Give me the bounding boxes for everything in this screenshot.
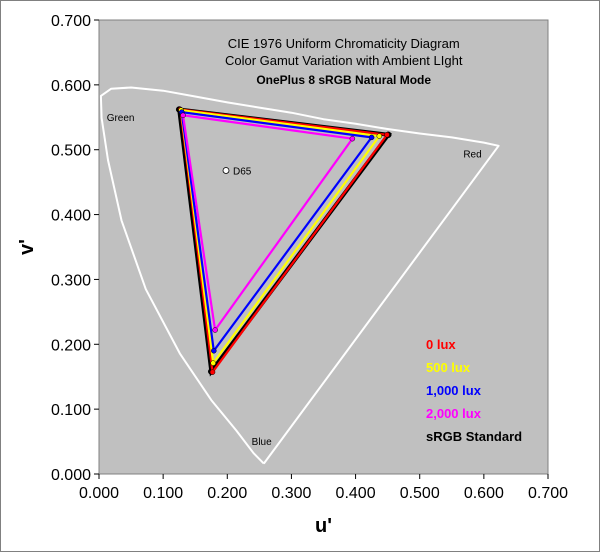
y-tick-label: 0.700 <box>51 13 91 30</box>
y-axis-label: v' <box>16 239 38 255</box>
y-tick-label: 0.200 <box>51 337 91 354</box>
legend-entry-srgb-standard: sRGB Standard <box>426 429 522 444</box>
gamut-triangle-0-lux <box>179 108 389 376</box>
locus-label-red: Red <box>463 149 481 160</box>
legend-entry-500-lux: 500 lux <box>426 360 471 375</box>
y-tick-label: 0.300 <box>51 272 91 289</box>
gamut-triangle-1-000-lux <box>180 110 374 354</box>
x-tick-label: 0.000 <box>79 485 119 502</box>
gamut-point-2-000-lux-2 <box>212 327 218 333</box>
gamut-point-2-000-lux-0 <box>349 135 356 142</box>
legend: 0 lux 500 lux 1,000 lux 2,000 lux sRGB Stand… <box>426 337 522 444</box>
x-tick-label: 0.700 <box>528 485 568 502</box>
x-tick-label: 0.300 <box>271 485 311 502</box>
locus-label-green: Green <box>107 113 135 124</box>
gamut-triangle-500-lux <box>179 108 382 366</box>
y-tick-label: 0.600 <box>51 78 91 95</box>
x-tick-label: 0.200 <box>207 485 247 502</box>
gamut-point-500-lux-2 <box>210 360 216 366</box>
x-tick-label: 0.100 <box>143 485 183 502</box>
x-tick-label: 0.400 <box>336 485 376 502</box>
gamut-point-0-lux-0 <box>384 132 390 138</box>
white-point-label: D65 <box>233 166 252 177</box>
y-tick-label: 0.400 <box>51 208 91 225</box>
chart-subtitle-device: OnePlus 8 sRGB Natural Mode <box>256 73 431 87</box>
legend-entry-2-000-lux: 2,000 lux <box>426 406 482 421</box>
y-tick-label: 0.000 <box>51 467 91 484</box>
legend-entry-1-000-lux: 1,000 lux <box>426 383 482 398</box>
plot-area <box>98 19 549 475</box>
gamut-point-0-lux-2 <box>209 369 216 375</box>
legend-entry-0-lux: 0 lux <box>426 337 456 352</box>
chart-subtitle: Color Gamut Variation with Ambient LIght <box>225 53 463 68</box>
y-tick-label: 0.500 <box>51 143 91 160</box>
gamut-point-2-000-lux-1 <box>180 112 186 119</box>
gamut-point-1-000-lux-2 <box>211 348 217 354</box>
locus-label-blue: Blue <box>252 437 272 448</box>
gamut-point-1-000-lux-0 <box>368 134 375 141</box>
white-point-marker <box>222 167 230 174</box>
x-axis-label: u' <box>315 515 332 537</box>
chart-title: CIE 1976 Uniform Chromaticity Diagram <box>228 36 460 51</box>
x-tick-label: 0.600 <box>464 485 504 502</box>
y-tick-label: 0.100 <box>51 402 91 419</box>
spectral-locus <box>99 86 500 465</box>
gamut-triangle-2-000-lux <box>181 114 355 333</box>
gamut-point-500-lux-0 <box>376 133 383 139</box>
x-tick-label: 0.500 <box>400 485 440 502</box>
